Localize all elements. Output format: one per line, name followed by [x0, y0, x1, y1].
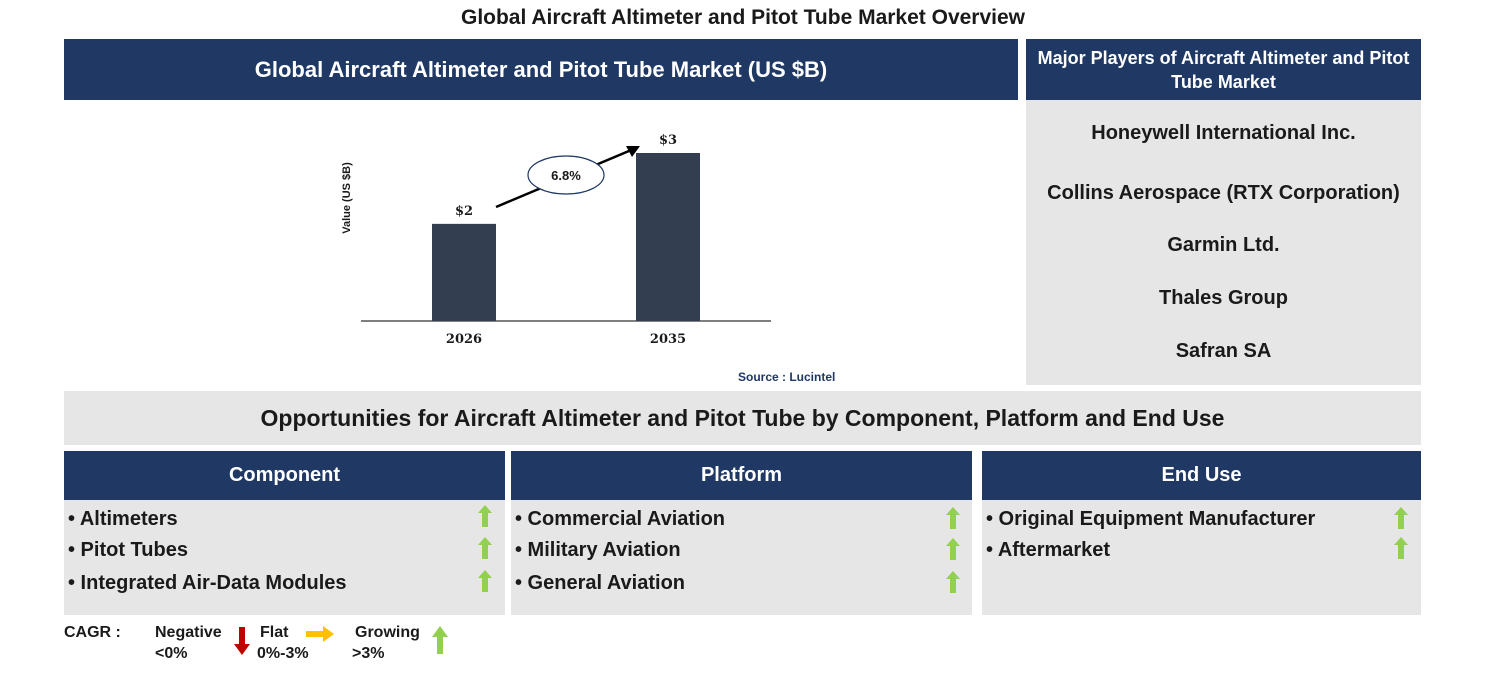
- segment-item: • Pitot Tubes: [68, 539, 188, 561]
- value-label: $2: [455, 204, 473, 219]
- segment-item: • Integrated Air-Data Modules: [68, 572, 347, 594]
- growing-arrow-icon: [946, 571, 960, 593]
- legend-growing-range: >3%: [352, 645, 385, 662]
- cagr-bubble: [527, 155, 605, 195]
- y-axis-label: Value (US $B): [341, 162, 353, 234]
- growing-arrow-icon: [432, 626, 448, 654]
- player-item: Garmin Ltd.: [1167, 234, 1280, 256]
- source-note: Source : Lucintel: [738, 370, 836, 384]
- negative-arrow-icon: [234, 627, 250, 655]
- legend-flat: Flat: [260, 624, 289, 641]
- growing-arrow-icon: [478, 505, 492, 527]
- player-item: Honeywell International Inc.: [1091, 122, 1356, 144]
- segment-header-component: Component: [64, 451, 505, 500]
- x-tick-label: 2026: [446, 332, 482, 347]
- cagr-label: 6.8%: [551, 168, 581, 183]
- segment-item: • Aftermarket: [986, 539, 1111, 561]
- value-label: $3: [659, 133, 677, 148]
- segment-header-end-use: End Use: [982, 451, 1421, 500]
- legend-label: CAGR :: [64, 624, 121, 641]
- legend-negative-range: <0%: [155, 645, 188, 662]
- opportunities-title: Opportunities for Aircraft Altimeter and…: [64, 391, 1421, 445]
- chart-header: Global Aircraft Altimeter and Pitot Tube…: [64, 39, 1018, 100]
- legend-growing: Growing: [355, 624, 420, 641]
- growing-arrow-icon: [478, 570, 492, 592]
- segment-panel-end-use: • Original Equipment Manufacturer • Afte…: [982, 500, 1421, 615]
- player-item: Safran SA: [1175, 340, 1272, 362]
- players-panel: Honeywell International Inc. Collins Aer…: [1026, 100, 1421, 385]
- growing-arrow-icon: [1394, 537, 1408, 559]
- flat-arrow-icon: [306, 626, 334, 642]
- legend-negative: Negative: [155, 624, 222, 641]
- player-item: Collins Aerospace (RTX Corporation): [1047, 182, 1400, 204]
- x-tick-label: 2035: [650, 332, 686, 347]
- segment-panel-component: • Altimeters • Pitot Tubes • Integrated …: [64, 500, 505, 615]
- segment-item: • Commercial Aviation: [515, 508, 726, 530]
- segment-item: • Altimeters: [68, 508, 178, 530]
- players-header: Major Players of Aircraft Altimeter and …: [1026, 39, 1421, 100]
- segment-item: • Original Equipment Manufacturer: [986, 508, 1316, 530]
- cagr-arrowhead: [626, 146, 640, 157]
- bar-chart: Value (US $B) $2 2026 $3 2035 6.8%: [341, 133, 771, 347]
- segment-header-platform: Platform: [511, 451, 972, 500]
- bar-2026: [432, 223, 496, 321]
- segment-panel-platform: • Commercial Aviation • Military Aviatio…: [511, 500, 972, 615]
- segment-item: • General Aviation: [515, 572, 686, 594]
- player-item: Thales Group: [1159, 287, 1288, 309]
- growing-arrow-icon: [946, 507, 960, 529]
- bar-2035: [636, 153, 700, 321]
- growing-arrow-icon: [478, 537, 492, 559]
- segment-item: • Military Aviation: [515, 539, 681, 561]
- growing-arrow-icon: [946, 538, 960, 560]
- page-title: Global Aircraft Altimeter and Pitot Tube…: [460, 6, 1026, 29]
- growing-arrow-icon: [1394, 507, 1408, 529]
- legend-flat-range: 0%-3%: [257, 645, 309, 662]
